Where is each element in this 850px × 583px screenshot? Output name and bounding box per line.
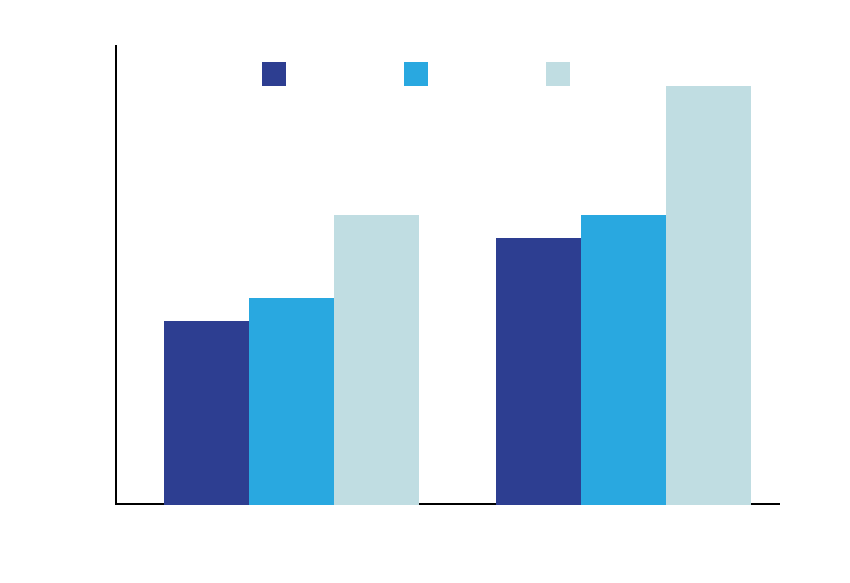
- plot-area: [115, 45, 780, 505]
- bars-layer: [115, 45, 780, 505]
- bar-group-1-series-c: [334, 215, 419, 505]
- bar-chart: [0, 0, 850, 583]
- bar-group-2-series-a: [496, 238, 581, 505]
- bar-group-1-series-a: [164, 321, 249, 505]
- bar-group-2-series-b: [581, 215, 666, 505]
- bar-group-2-series-c: [666, 86, 751, 505]
- bar-group-1-series-b: [249, 298, 334, 505]
